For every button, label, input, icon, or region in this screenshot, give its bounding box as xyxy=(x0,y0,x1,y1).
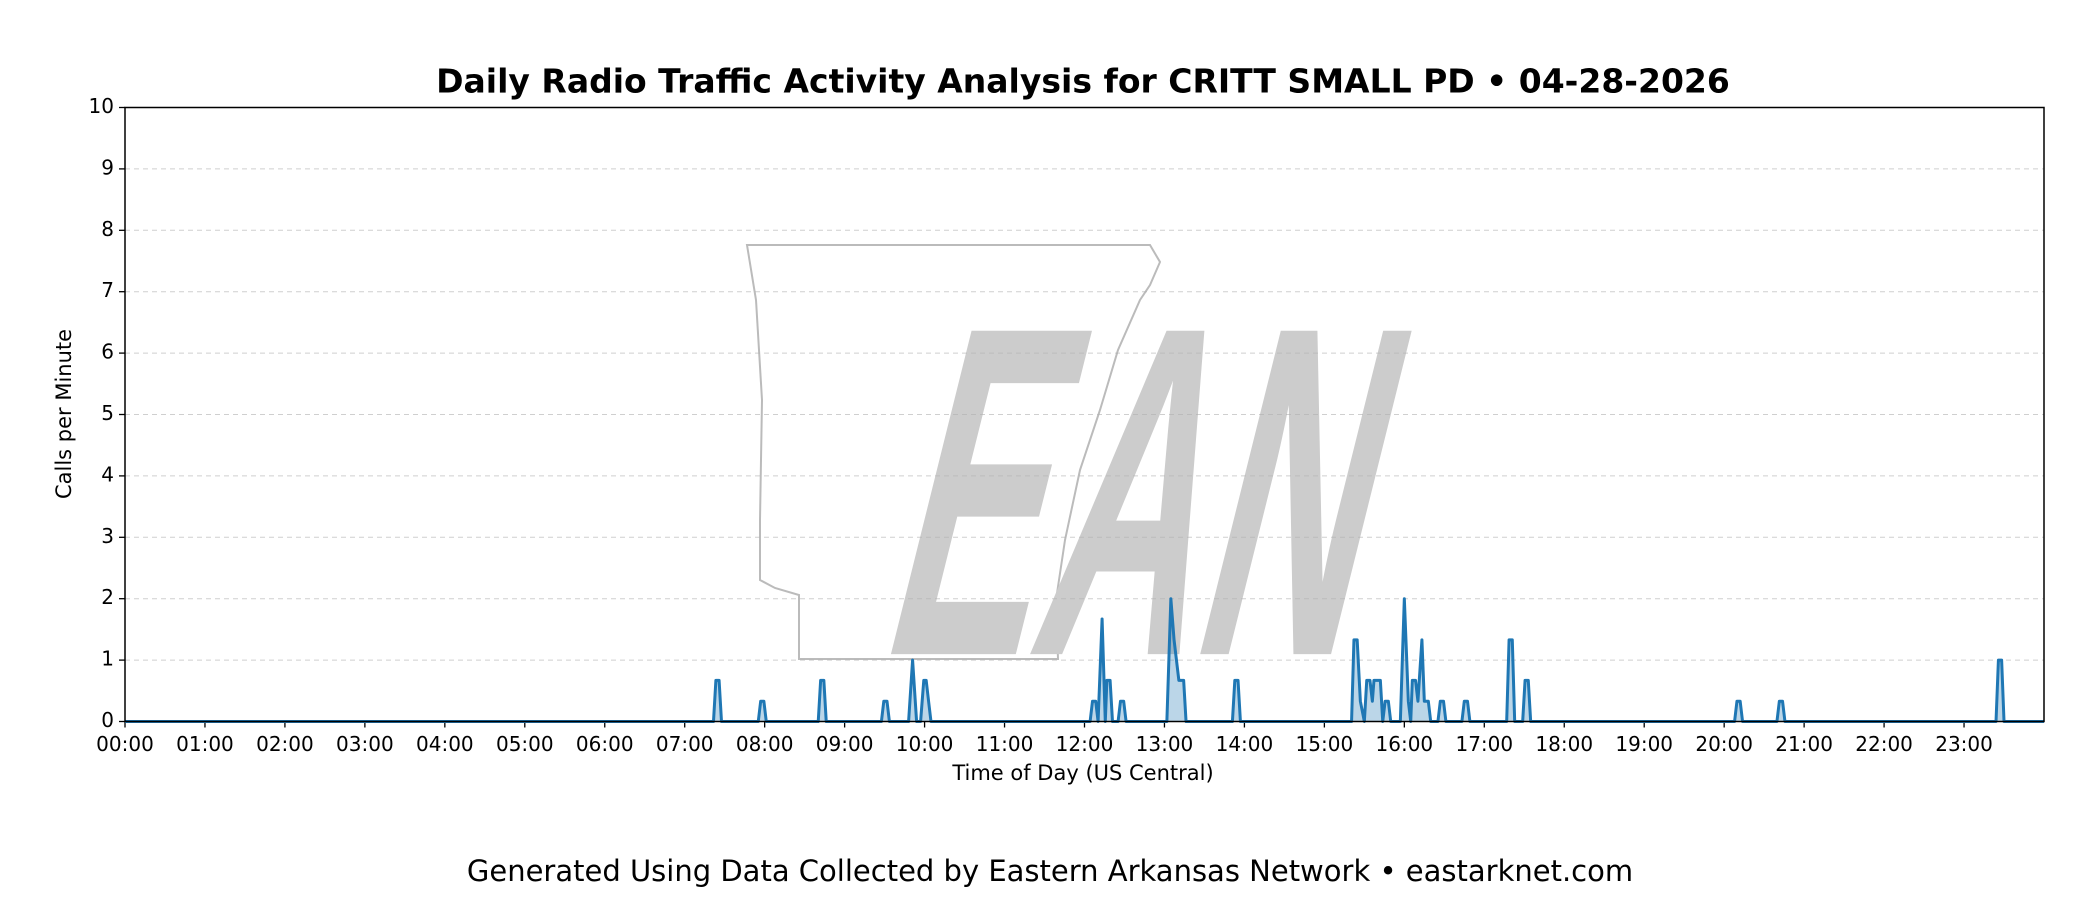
x-tick-label: 01:00 xyxy=(176,732,234,756)
x-tick-label: 14:00 xyxy=(1216,732,1274,756)
x-tick-label: 05:00 xyxy=(496,732,554,756)
x-tick-label: 18:00 xyxy=(1535,732,1593,756)
y-tick-label: 7 xyxy=(101,278,114,302)
x-tick-label: 03:00 xyxy=(336,732,394,756)
x-axis-label: Time of Day (US Central) xyxy=(951,761,1213,785)
x-tick-label: 15:00 xyxy=(1296,732,1354,756)
x-tick-label: 02:00 xyxy=(256,732,314,756)
y-tick-label: 10 xyxy=(89,94,114,118)
y-tick-label: 1 xyxy=(101,647,114,671)
y-tick-label: 9 xyxy=(101,155,114,179)
plot-frame xyxy=(124,106,2045,723)
y-tick-label: 3 xyxy=(101,524,114,548)
x-tick-label: 06:00 xyxy=(576,732,634,756)
x-tick-label: 16:00 xyxy=(1376,732,1434,756)
x-tick-label: 21:00 xyxy=(1775,732,1833,756)
y-axis-label: Calls per Minute xyxy=(52,329,76,499)
y-tick-label: 8 xyxy=(101,217,114,241)
y-tick-label: 5 xyxy=(101,401,114,425)
x-tick-label: 00:00 xyxy=(96,732,154,756)
x-tick-label: 12:00 xyxy=(1056,732,1114,756)
y-tick-label: 6 xyxy=(101,340,114,364)
x-tick-label: 17:00 xyxy=(1455,732,1513,756)
x-tick-label: 07:00 xyxy=(656,732,714,756)
chart-title: Daily Radio Traffic Activity Analysis fo… xyxy=(436,62,1730,101)
x-tick-label: 13:00 xyxy=(1136,732,1194,756)
x-tick-label: 08:00 xyxy=(736,732,794,756)
y-tick-label: 0 xyxy=(101,708,114,732)
x-tick-label: 04:00 xyxy=(416,732,474,756)
x-tick-label: 22:00 xyxy=(1855,732,1913,756)
x-tick-label: 09:00 xyxy=(816,732,874,756)
x-tick-label: 11:00 xyxy=(976,732,1034,756)
x-tick-label: 23:00 xyxy=(1935,732,1993,756)
state-outline xyxy=(745,244,1162,660)
y-tick-label: 2 xyxy=(101,585,114,609)
footer: Generated Using Data Collected by Easter… xyxy=(467,854,1633,888)
x-tick-label: 10:00 xyxy=(896,732,954,756)
y-tick-label: 4 xyxy=(101,462,114,486)
x-tick-label: 19:00 xyxy=(1615,732,1673,756)
x-tick-label: 20:00 xyxy=(1695,732,1753,756)
